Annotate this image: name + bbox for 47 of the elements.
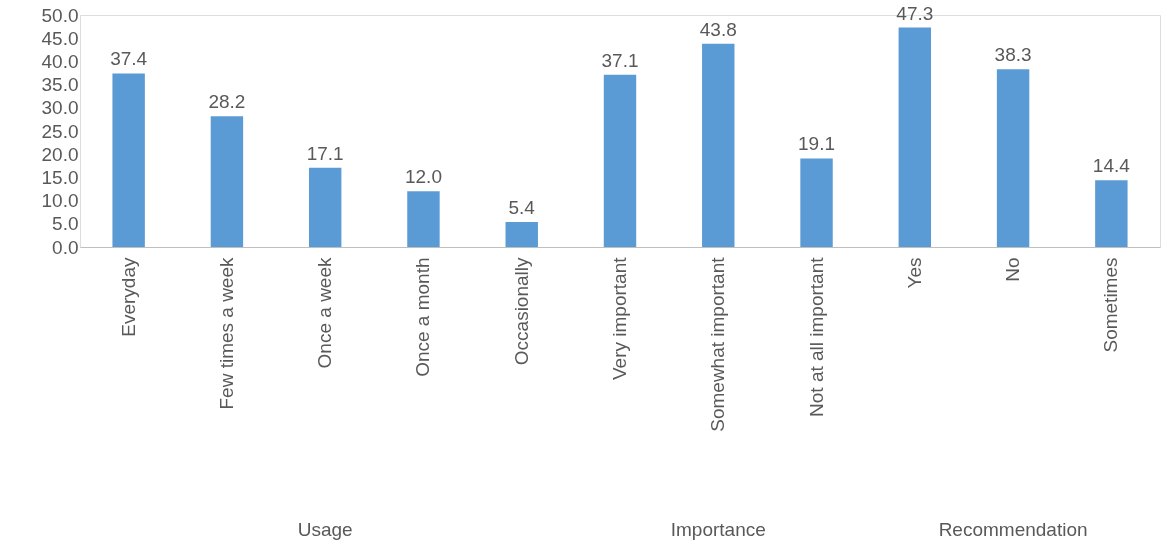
- y-tick-label: 25.0: [41, 120, 79, 142]
- y-tick-label: 5.0: [52, 213, 79, 235]
- bar: [1095, 180, 1128, 247]
- data-label: 14.4: [1092, 155, 1131, 177]
- bar: [210, 116, 244, 247]
- data-label: 19.1: [798, 133, 836, 155]
- bar: [800, 158, 833, 247]
- y-tick-label: 20.0: [41, 143, 79, 165]
- x-tick-label: Somewhat important: [707, 256, 729, 432]
- data-label: 43.8: [699, 18, 737, 40]
- data-label: 47.3: [896, 2, 934, 24]
- text: Recommendation: [938, 519, 1088, 540]
- bar: [898, 27, 932, 247]
- bar: [996, 69, 1030, 247]
- y-tick-label: 50.0: [41, 4, 79, 26]
- x-tick-label: Occasionally: [510, 257, 532, 366]
- data-label: 37.4: [110, 48, 148, 70]
- y-tick-label: 40.0: [41, 50, 79, 72]
- y-tick-label: 35.0: [41, 74, 79, 96]
- data-label: 38.3: [994, 44, 1032, 66]
- x-tick-label: Few times a week: [215, 257, 237, 410]
- y-tick-label: 0.0: [52, 236, 79, 258]
- bar: [505, 221, 538, 247]
- y-tick-label: 15.0: [41, 166, 79, 188]
- x-tick-label: Everyday: [117, 257, 139, 337]
- x-tick-label: Once a week: [314, 257, 336, 369]
- data-label: 37.1: [601, 49, 639, 71]
- text: Importance: [670, 519, 766, 540]
- bar: [112, 73, 145, 247]
- data-label: 17.1: [306, 142, 344, 164]
- y-tick-label: 10.0: [41, 190, 79, 212]
- bar: [407, 191, 440, 247]
- data-label: 28.2: [208, 91, 246, 113]
- text: Usage: [297, 519, 353, 540]
- data-label: 5.4: [508, 196, 536, 218]
- bar: [702, 43, 735, 247]
- data-label: 12.0: [404, 166, 442, 188]
- bar: [603, 74, 637, 247]
- x-tick-label: Sometimes: [1100, 257, 1122, 353]
- y-tick-label: 45.0: [41, 27, 79, 49]
- y-tick-label: 30.0: [41, 97, 79, 119]
- x-tick-label: Not at all important: [805, 256, 827, 417]
- x-tick-label: Very important: [609, 256, 630, 380]
- x-tick-label: No: [1002, 257, 1024, 282]
- x-tick-label: Yes: [903, 257, 925, 289]
- x-tick-label: Once a month: [412, 257, 434, 377]
- bar: [308, 167, 342, 247]
